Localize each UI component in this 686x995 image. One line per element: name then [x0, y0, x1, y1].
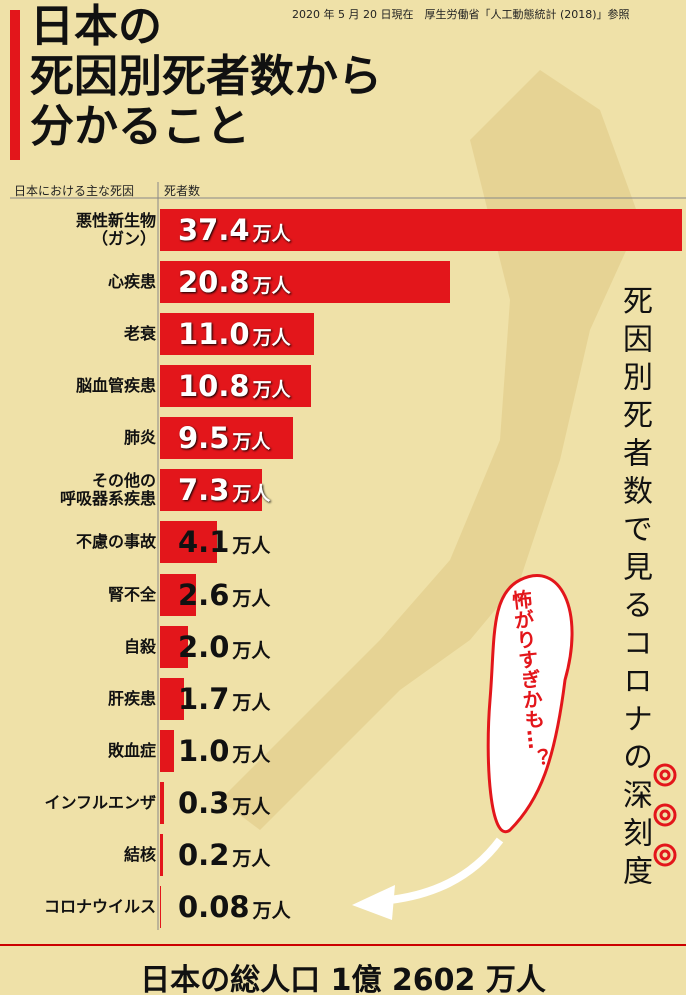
value-label: 9.5 万人 [178, 421, 270, 455]
category-header: 日本における主な死因 [14, 184, 135, 198]
circle-marks [653, 763, 677, 867]
value-label: 2.6 万人 [178, 578, 270, 612]
category-label: 悪性新生物 （ガン） [75, 211, 156, 248]
map-shape [220, 70, 640, 830]
bar [160, 469, 262, 512]
category-label: 結核 [123, 844, 156, 864]
value-label: 37.4 万人 [178, 213, 291, 247]
bar [160, 677, 184, 720]
value-number: 7.3 [178, 473, 230, 508]
side-text: 死因別死者数で見るコロナの深刻度 [617, 285, 652, 893]
category-label: 不慮の事故 [75, 532, 156, 552]
value-unit: 万人 [232, 795, 271, 818]
category-label: 肝疾患 [107, 688, 156, 708]
value-header: 死者数 [164, 184, 201, 198]
bar [160, 417, 293, 460]
category-label: 老衰 [123, 324, 156, 344]
value-number: 10.8 [178, 369, 250, 404]
category-label: その他の 呼吸器系疾患 [59, 471, 156, 509]
category-label: 肺炎 [123, 428, 156, 448]
value-number: 4.1 [178, 525, 230, 560]
value-number: 20.8 [178, 265, 250, 300]
title: 日本の 死因別死者数から 分かること [30, 1, 382, 152]
title-accent [10, 10, 20, 160]
value-unit: 万人 [232, 587, 271, 610]
value-number: 0.08 [178, 890, 250, 924]
bar [160, 781, 165, 824]
bubble-shape [486, 574, 574, 834]
value-label: 10.8 万人 [178, 369, 291, 403]
arrow [389, 837, 504, 904]
bar [160, 521, 218, 564]
value-label: 0.2 万人 [178, 838, 270, 872]
value-unit: 万人 [232, 535, 271, 558]
bar [160, 625, 188, 668]
value-unit: 万人 [252, 223, 291, 245]
bar [160, 833, 163, 876]
value-number: 0.3 [178, 785, 230, 820]
value-label: 1.7 万人 [178, 682, 270, 716]
value-number: 11.0 [178, 317, 250, 352]
value-label: 4.1 万人 [178, 525, 270, 559]
source: 2020 年 5 月 20 日現在 厚生労働省「人工動態統計 (2018)」参照 [292, 8, 630, 21]
value-label: 2.0 万人 [178, 630, 270, 664]
value-unit: 万人 [252, 900, 291, 922]
value-number: 2.0 [178, 629, 230, 664]
value-unit: 万人 [232, 743, 271, 766]
category-label: インフルエンザ [44, 792, 156, 812]
value-number: 1.7 [178, 681, 230, 716]
bar [160, 729, 174, 772]
value-unit: 万人 [252, 275, 291, 298]
bar [160, 573, 197, 616]
arrow-head [352, 885, 395, 920]
value-label: 0.08 万人 [178, 890, 291, 924]
bar [160, 261, 451, 304]
bar [160, 365, 311, 408]
value-label: 0.3 万人 [178, 786, 270, 820]
category-label: 腎不全 [107, 584, 156, 604]
value-number: 2.6 [178, 577, 230, 612]
value-number: 1.0 [178, 733, 230, 768]
bar [160, 313, 314, 356]
value-number: 37.4 [178, 213, 250, 247]
value-label: 1.0 万人 [178, 734, 270, 768]
value-unit: 万人 [252, 327, 291, 350]
value-unit: 万人 [232, 431, 271, 454]
value-number: 9.5 [178, 421, 230, 456]
value-unit: 万人 [232, 639, 271, 662]
bar [160, 886, 162, 928]
value-unit: 万人 [232, 691, 271, 714]
value-label: 11.0 万人 [178, 317, 291, 351]
value-label: 7.3 万人 [178, 473, 270, 507]
category-label: 脳血管疾患 [75, 376, 156, 396]
category-label: 敗血症 [107, 740, 156, 760]
category-label: コロナウイルス [43, 897, 156, 916]
value-unit: 万人 [232, 847, 271, 870]
category-label: 心疾患 [107, 272, 156, 292]
value-label: 20.8 万人 [178, 265, 291, 299]
footer: 日本の総人口 1億 2602 万人 [140, 963, 546, 995]
bar [160, 209, 682, 251]
value-unit: 万人 [252, 379, 291, 402]
category-label: 自殺 [123, 636, 156, 656]
value-unit: 万人 [232, 483, 271, 506]
value-number: 0.2 [178, 837, 230, 872]
